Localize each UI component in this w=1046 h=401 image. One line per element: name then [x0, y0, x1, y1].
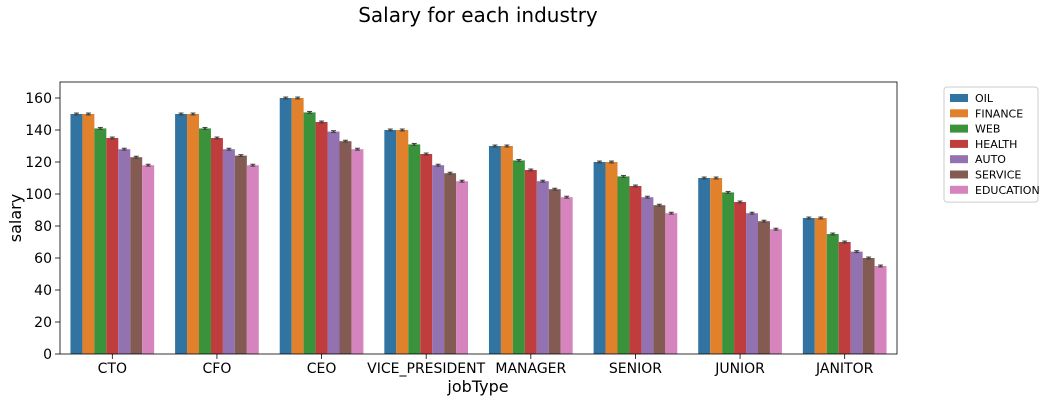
bar — [488, 146, 501, 354]
bar — [384, 130, 397, 354]
y-tick-label: 160 — [25, 91, 52, 107]
bar — [199, 128, 211, 354]
bar — [222, 149, 235, 354]
bar — [769, 229, 782, 354]
bar — [187, 114, 200, 354]
bar — [862, 258, 875, 354]
x-axis: CTO CFO CEO VICE_PRESIDENT MANAGER SENIOR JUNI… — [98, 354, 874, 377]
y-tick-label: 140 — [25, 123, 52, 139]
bar — [665, 213, 678, 354]
legend-label: AUTO — [975, 153, 1006, 166]
x-axis-label: jobType — [446, 377, 508, 396]
bar — [814, 218, 827, 354]
bar — [142, 165, 155, 354]
bar — [653, 205, 666, 354]
bar — [118, 149, 131, 354]
legend-swatch — [950, 139, 968, 148]
legend-swatch — [950, 94, 968, 102]
bar — [734, 202, 747, 354]
bar — [548, 189, 561, 354]
x-tick-label: CTO — [98, 361, 127, 377]
bar — [605, 162, 618, 354]
bar — [698, 178, 711, 354]
legend-label: SERVICE — [975, 169, 1021, 182]
bar — [524, 170, 537, 354]
bar — [279, 98, 292, 354]
y-tick-label: 0 — [43, 347, 52, 363]
bar — [291, 98, 304, 354]
legend-label: EDUCATION — [975, 184, 1040, 197]
bar — [303, 112, 316, 355]
bar — [746, 213, 758, 354]
bar — [641, 197, 654, 354]
x-tick-label: JANITOR — [815, 361, 874, 377]
y-tick-label: 100 — [25, 187, 52, 203]
plot-frame — [59, 81, 898, 355]
bar — [246, 165, 259, 354]
legend-label: FINANCE — [975, 107, 1023, 120]
bar — [838, 242, 851, 354]
x-tick-label: VICE_PRESIDENT — [367, 361, 485, 377]
legend-label: OIL — [975, 92, 994, 105]
bar — [710, 178, 723, 354]
legend-swatch — [950, 155, 968, 164]
bar — [70, 114, 83, 354]
bar — [850, 251, 863, 354]
legend: OIL FINANCE WEB HEALTH AUTO SERVICE EDUCATION — [943, 86, 1040, 203]
bar — [94, 128, 107, 354]
bar — [536, 181, 549, 354]
bar — [339, 141, 352, 354]
bar — [512, 160, 525, 354]
legend-swatch — [950, 109, 968, 118]
y-tick-label: 60 — [34, 251, 52, 267]
y-tick-label: 80 — [34, 219, 52, 235]
legend-label: WEB — [975, 123, 1000, 136]
bar — [802, 218, 815, 354]
legend-swatch — [950, 185, 968, 194]
bar — [351, 149, 364, 354]
bar — [396, 130, 409, 354]
bar — [106, 138, 119, 354]
bar — [826, 234, 839, 354]
bar — [82, 114, 95, 354]
bar — [408, 144, 421, 354]
bar — [593, 162, 606, 354]
bar — [420, 154, 433, 354]
bar — [327, 131, 340, 354]
legend-swatch — [950, 124, 968, 133]
bar — [210, 138, 223, 354]
y-tick-label: 20 — [34, 315, 52, 331]
bar — [130, 157, 143, 354]
legend-swatch — [950, 170, 968, 179]
bar — [315, 122, 328, 354]
x-tick-label: CEO — [307, 361, 337, 377]
bar — [757, 221, 770, 354]
bar — [560, 197, 573, 354]
bar — [432, 165, 445, 354]
x-tick-label: MANAGER — [495, 361, 566, 377]
y-axis: 0 20 40 60 80 100 120 140 160 — [25, 91, 60, 363]
y-tick-label: 120 — [25, 155, 52, 171]
y-axis-label: salary — [6, 194, 25, 242]
bar — [617, 176, 630, 354]
x-tick-label: JUNIOR — [714, 361, 765, 377]
legend-label: HEALTH — [975, 138, 1017, 151]
bars-group — [70, 96, 887, 355]
bar — [722, 192, 735, 354]
x-tick-label: SENIOR — [609, 361, 662, 377]
bar — [874, 266, 887, 354]
bar — [234, 155, 247, 354]
y-tick-label: 40 — [34, 283, 52, 299]
bar — [444, 173, 457, 354]
x-tick-label: CFO — [203, 361, 232, 377]
bar — [629, 186, 642, 354]
bar — [500, 146, 513, 354]
bar — [456, 181, 469, 354]
chart-title: Salary for each industry — [358, 3, 598, 27]
bar — [175, 114, 188, 354]
